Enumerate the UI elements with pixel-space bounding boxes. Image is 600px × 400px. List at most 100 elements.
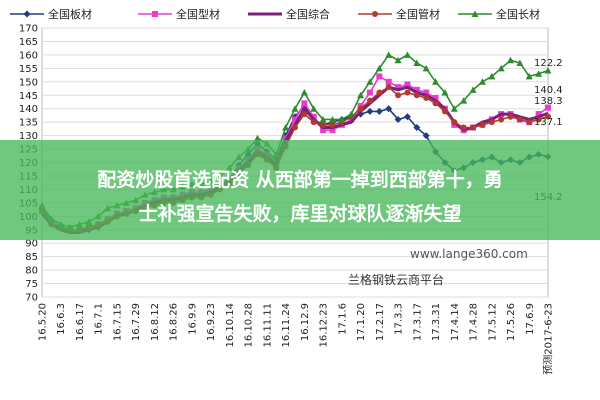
point	[422, 64, 430, 72]
x-tick-label: 预测2017-6-23	[542, 303, 555, 375]
legend-label: 全国管材	[396, 7, 440, 21]
point	[366, 107, 374, 115]
y-tick-label: 70	[25, 293, 38, 304]
point	[292, 124, 298, 131]
point	[394, 56, 402, 64]
y-tick-label: 155	[19, 64, 38, 75]
point	[497, 64, 505, 72]
x-tick-label: 16.7.1	[94, 303, 105, 335]
point	[310, 119, 317, 126]
point	[403, 51, 411, 58]
point	[545, 104, 551, 111]
x-tick-label: 16.5.20	[38, 303, 49, 341]
x-tick-label: 17.4.14	[450, 303, 461, 341]
point	[301, 100, 308, 107]
point	[535, 70, 543, 77]
point	[376, 73, 383, 80]
watermark: 兰格钢铁云商平台	[348, 272, 444, 287]
overlay-banner	[0, 140, 600, 240]
y-tick-label: 160	[19, 50, 38, 61]
point	[366, 89, 373, 96]
legend-marker	[372, 11, 378, 17]
point	[488, 119, 495, 126]
point	[385, 78, 392, 85]
point	[319, 115, 327, 123]
y-tick-label: 80	[25, 266, 38, 277]
x-tick-label: 16.10.14	[225, 303, 236, 348]
point	[395, 92, 402, 99]
x-tick-label: 17.1.6	[337, 303, 348, 335]
point	[479, 121, 486, 128]
overlay-text: 士补强宣告失败，库里对球队逐渐失望	[138, 202, 461, 225]
watermark: www.lange360.com	[410, 247, 528, 261]
overlay-text: 配资炒股首选配资 从西部第一掉到西部第十，勇	[97, 168, 503, 191]
x-tick-label: 16.9.23	[206, 303, 217, 341]
point	[441, 89, 449, 96]
point	[525, 72, 533, 80]
x-tick-label: 17.6.9	[525, 303, 536, 335]
point	[395, 84, 402, 91]
point	[422, 132, 430, 140]
end-label: 122.2	[534, 58, 563, 69]
point	[403, 113, 411, 121]
point	[329, 127, 336, 134]
point	[300, 89, 308, 96]
point	[366, 97, 373, 104]
point	[432, 100, 439, 107]
point	[460, 124, 467, 131]
point	[254, 134, 262, 142]
y-tick-label: 150	[19, 77, 38, 88]
point	[545, 113, 551, 120]
point	[357, 105, 364, 112]
point	[347, 110, 355, 118]
end-label: 137.1	[534, 117, 563, 128]
point	[385, 105, 393, 113]
point	[423, 94, 430, 101]
point	[394, 115, 402, 123]
end-label: 138.3	[534, 96, 563, 107]
x-tick-label: 17.5.12	[487, 303, 498, 341]
point	[488, 72, 496, 80]
y-tick-label: 85	[25, 252, 38, 263]
x-tick-label: 17.1.20	[356, 303, 367, 341]
point	[291, 105, 299, 112]
point	[451, 119, 458, 126]
legend-label: 全国长材	[496, 7, 540, 21]
x-tick-label: 16.7.29	[131, 303, 142, 341]
point	[357, 91, 365, 99]
point	[535, 111, 542, 118]
legend-marker	[23, 10, 31, 18]
x-tick-label: 17.2.17	[375, 303, 386, 341]
point	[413, 124, 421, 132]
point	[478, 78, 486, 85]
x-tick-label: 16.12.23	[319, 303, 330, 348]
y-tick-label: 165	[19, 37, 38, 48]
point	[301, 111, 308, 118]
point	[404, 81, 411, 88]
point	[329, 121, 336, 128]
y-tick-label: 170	[19, 24, 38, 35]
point	[385, 84, 392, 91]
x-tick-label: 17.3.3	[394, 303, 405, 335]
end-label: 140.4	[534, 85, 563, 96]
point	[432, 78, 440, 85]
y-tick-label: 140	[19, 104, 38, 115]
legend-marker	[471, 10, 479, 17]
point	[404, 89, 411, 96]
x-tick-label: 16.8.26	[169, 303, 180, 341]
x-tick-label: 16.11.11	[262, 303, 273, 348]
x-tick-label: 16.6.17	[75, 303, 86, 341]
point	[413, 59, 421, 66]
legend-label: 全国型材	[176, 7, 220, 21]
legend-marker	[152, 11, 158, 17]
point	[498, 116, 505, 123]
point	[507, 56, 515, 64]
point	[282, 124, 290, 131]
point	[320, 127, 327, 134]
x-tick-label: 16.6.3	[56, 303, 67, 335]
x-tick-label: 17.4.28	[469, 303, 480, 341]
point	[423, 89, 430, 96]
point	[544, 67, 552, 74]
point	[507, 113, 514, 120]
